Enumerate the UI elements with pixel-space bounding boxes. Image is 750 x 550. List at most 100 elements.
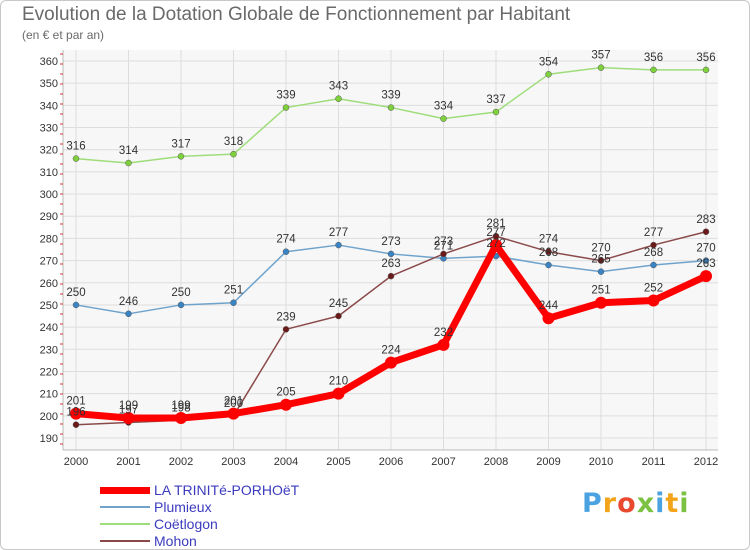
data-point: [385, 356, 397, 369]
data-label: 281: [486, 218, 505, 230]
data-point: [650, 261, 657, 269]
data-label: 272: [486, 238, 505, 250]
data-label: 201: [224, 396, 243, 408]
data-label: 343: [329, 81, 348, 93]
data-label: 244: [539, 300, 559, 312]
y-tick-label: 320: [40, 145, 58, 157]
data-label: 245: [329, 298, 348, 310]
data-point: [335, 95, 342, 102]
data-label: 337: [486, 94, 505, 106]
logo-letter: x: [636, 488, 656, 519]
data-point: [335, 241, 342, 249]
data-label: 273: [381, 236, 400, 248]
data-point: [387, 104, 395, 111]
legend-label-trinite: LA TRINITé-PORHOëT: [154, 482, 300, 498]
x-tick-label: 2007: [431, 456, 455, 468]
data-label: 277: [329, 227, 348, 239]
data-point: [440, 115, 447, 122]
y-tick-label: 280: [40, 233, 58, 245]
x-tick-label: 2009: [536, 456, 560, 468]
data-label: 283: [696, 214, 715, 226]
logo-letter: r: [602, 488, 618, 519]
data-label: 274: [276, 234, 296, 246]
legend-swatch-plumieux: [100, 506, 150, 508]
y-tick-label: 270: [40, 256, 58, 268]
x-tick-label: 2003: [221, 456, 245, 468]
x-tick-label: 2008: [484, 456, 508, 468]
data-point: [282, 104, 290, 111]
data-label: 270: [696, 243, 715, 255]
x-tick-label: 2005: [326, 456, 350, 468]
data-point: [230, 299, 237, 306]
legend-label-plumieux: Plumieux: [154, 499, 212, 515]
data-point: [177, 153, 185, 160]
y-tick-label: 290: [40, 211, 58, 223]
y-tick-label: 260: [40, 278, 58, 290]
data-point: [72, 301, 80, 309]
data-point: [545, 71, 552, 78]
legend-swatch-trinite: [100, 487, 150, 494]
x-tick-label: 2001: [116, 456, 140, 468]
y-tick-label: 220: [40, 366, 58, 378]
data-label: 252: [644, 283, 663, 295]
data-label: 316: [66, 141, 85, 153]
data-point: [597, 64, 605, 71]
y-tick-label: 310: [40, 167, 58, 179]
data-point: [230, 150, 237, 158]
data-point: [490, 239, 502, 252]
data-point: [492, 108, 500, 116]
y-tick-label: 330: [40, 123, 58, 135]
data-label: 251: [591, 285, 610, 297]
data-point: [122, 412, 135, 425]
data-label: 224: [381, 345, 401, 357]
x-tick-label: 2006: [379, 456, 403, 468]
data-label: 246: [119, 296, 138, 308]
legend-label-coetlogon: Coëtlogon: [154, 516, 218, 532]
y-tick-label: 240: [40, 322, 58, 334]
data-label: 250: [171, 287, 190, 299]
data-label: 250: [66, 287, 85, 299]
data-point: [282, 248, 290, 255]
data-label: 205: [276, 387, 295, 399]
logo-letter: o: [617, 488, 637, 519]
logo-letter: i: [679, 488, 690, 519]
legend-swatch-mohon: [100, 540, 150, 542]
data-point: [440, 250, 447, 258]
logo-letter: t: [665, 488, 680, 519]
chart-subtitle: (en € et par an): [22, 28, 105, 42]
data-label: 199: [171, 400, 190, 412]
y-tick-label: 230: [40, 344, 58, 356]
data-point: [437, 338, 450, 351]
chart-title: Evolution de la Dotation Globale de Fonc…: [22, 4, 571, 25]
data-label: 357: [591, 50, 610, 62]
data-point: [175, 412, 187, 425]
x-tick-label: 2000: [64, 456, 88, 468]
data-label: 239: [276, 311, 295, 323]
data-point: [597, 268, 605, 275]
legend-label-mohon: Mohon: [154, 533, 197, 549]
y-tick-label: 350: [40, 78, 58, 90]
data-point: [280, 398, 292, 411]
data-point: [542, 312, 555, 325]
data-point: [595, 296, 607, 309]
data-point: [70, 407, 82, 420]
data-point: [72, 155, 80, 162]
data-label: 339: [381, 90, 400, 102]
data-point: [702, 228, 710, 236]
data-point: [545, 261, 552, 269]
data-point: [545, 248, 552, 255]
data-label: 277: [486, 227, 505, 239]
data-label: 196: [66, 407, 85, 419]
data-point: [125, 310, 132, 318]
data-label: 356: [696, 52, 715, 64]
data-point: [72, 421, 80, 428]
data-point: [335, 312, 342, 320]
data-label: 200: [224, 398, 243, 410]
data-label: 317: [171, 138, 190, 150]
y-tick-label: 190: [40, 433, 58, 445]
data-point: [332, 387, 345, 400]
data-label: 334: [434, 101, 454, 113]
data-label: 268: [539, 247, 558, 259]
y-tick-label: 360: [40, 56, 58, 68]
data-label: 314: [119, 145, 139, 157]
